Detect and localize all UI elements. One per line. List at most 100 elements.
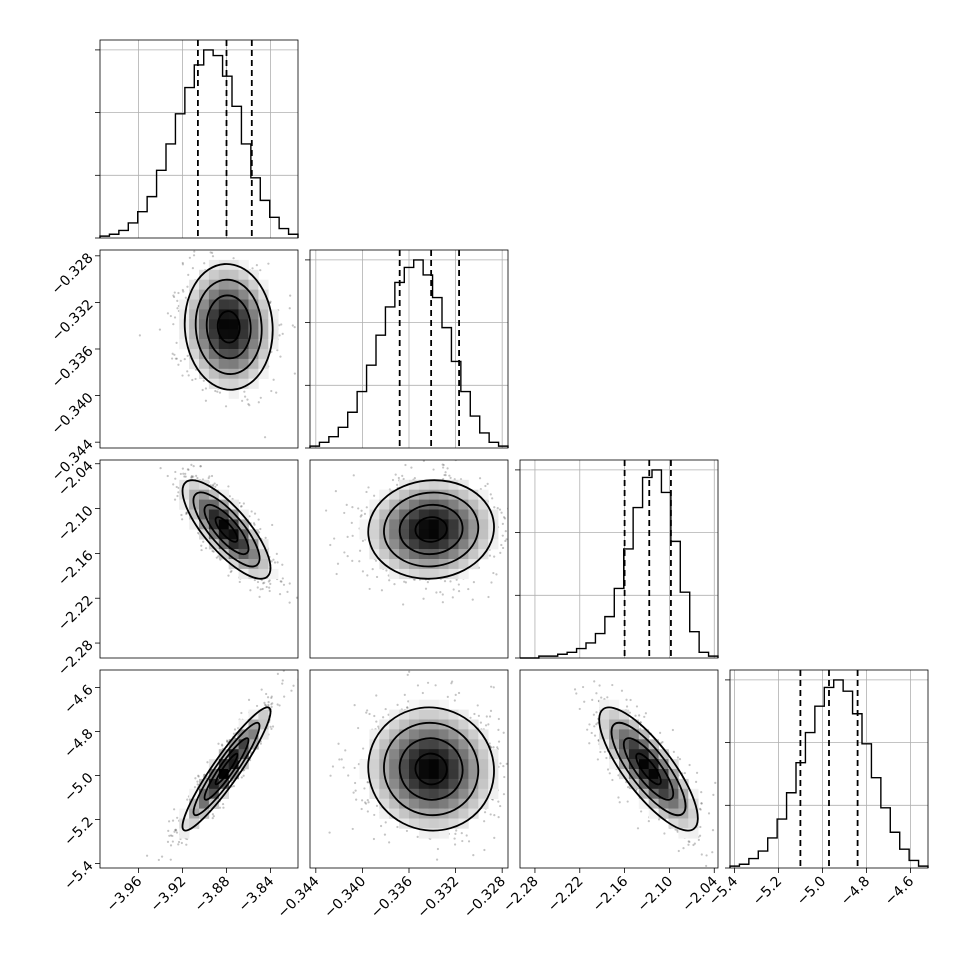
density-cell (458, 519, 469, 530)
density-cell (609, 759, 620, 770)
density-cell (458, 709, 469, 720)
joint-frame-p3-p2 (309, 459, 509, 659)
x-tick-label-p4-3: −4.8 (838, 874, 873, 909)
joint-panel-p3-p2 (309, 459, 509, 659)
x-tick-label-p2-3: −0.332 (414, 874, 462, 922)
density-cell (379, 719, 390, 730)
density-cell (199, 299, 210, 310)
density-cell (379, 509, 390, 520)
density-cell (468, 769, 479, 780)
density-cell (238, 319, 249, 330)
density-cell (628, 778, 640, 790)
density-cell (418, 559, 430, 570)
density-cell (189, 339, 200, 350)
density-cell (399, 769, 410, 780)
density-cell (438, 529, 449, 540)
density-cell (199, 309, 210, 320)
density-cell (208, 368, 220, 379)
density-cell (458, 769, 469, 780)
density-cell (248, 289, 259, 300)
density-cell (478, 759, 489, 770)
density-cell (189, 479, 200, 490)
density-cell (208, 529, 220, 540)
density-cell (428, 729, 439, 740)
contour-p4-p2-1 (398, 737, 464, 801)
density-cell (199, 519, 210, 530)
density-cell (448, 529, 459, 540)
density-cell (379, 778, 390, 790)
density-cell (228, 289, 239, 300)
density-cell (468, 549, 479, 560)
density-cell (418, 709, 430, 720)
density-cell (389, 739, 400, 750)
density-cell (418, 729, 430, 740)
density-cell (599, 719, 610, 730)
density-cell (258, 289, 269, 300)
density-cell (228, 358, 239, 370)
density-cell (258, 339, 269, 350)
histogram-p1 (99, 49, 299, 238)
density-cell (478, 739, 489, 750)
y-tick-label-p3-1: −2.22 (55, 593, 97, 635)
density-cell (379, 798, 390, 809)
density-cell (438, 769, 449, 780)
density-cell (199, 479, 210, 490)
density-cell (478, 778, 489, 790)
density-cell (409, 759, 420, 770)
joint-frame-p4-p3 (519, 669, 719, 869)
density-cell (399, 519, 410, 530)
density-cell (389, 729, 400, 740)
density-cell (228, 739, 239, 750)
contour-p3-p1-0 (214, 516, 239, 543)
density-cell (478, 749, 489, 760)
density-cell (258, 358, 269, 370)
density-cell (208, 299, 220, 310)
contour-p4-p2-0 (414, 752, 448, 786)
density-cell (458, 529, 469, 540)
density-cell (228, 529, 239, 540)
density-cell (438, 778, 449, 790)
density-cell (458, 719, 469, 730)
density-cell (399, 719, 410, 730)
x-tick-label-p3-2: −2.16 (590, 873, 632, 915)
y-tick-label-p2-3: −0.332 (49, 297, 97, 345)
density-cell (428, 559, 439, 570)
density-cell (228, 378, 239, 389)
density-cell (218, 349, 229, 360)
density-cell (428, 519, 439, 530)
density-cell (218, 509, 229, 520)
density-cell (448, 549, 459, 560)
density-cell (488, 749, 499, 760)
hist-panel-p1 (95, 39, 299, 239)
density-cell (228, 388, 239, 399)
hist-grid-p1 (100, 40, 298, 238)
density-cell (448, 788, 459, 799)
density-cell (238, 358, 249, 370)
density-cell (238, 269, 249, 280)
density-cell (428, 828, 439, 839)
density-cell (379, 539, 390, 550)
density-cell (448, 818, 459, 829)
density-cell (218, 259, 229, 271)
density-cell (409, 539, 420, 550)
density-cell (199, 279, 210, 290)
density-cell (438, 549, 449, 560)
density-cell (268, 568, 279, 580)
x-tick-label-p1-3: −3.84 (236, 873, 278, 915)
hist-frame-p3 (519, 459, 719, 659)
joint-panel-p4-p1: −5.4 −5.2 −5.0 −4.8 −4.6 (61, 669, 299, 893)
density-cell (448, 808, 459, 819)
density-cell (399, 739, 410, 750)
density-cell (359, 529, 370, 540)
density-cell (389, 509, 400, 520)
density-cell (688, 818, 699, 829)
density-cell (409, 709, 420, 720)
x-tick-label-p1-0: −3.96 (104, 873, 146, 915)
density-cell (208, 309, 220, 320)
y-tick-label-p2-1: −0.340 (49, 390, 97, 438)
density-cell (458, 509, 469, 520)
density-cell (189, 349, 200, 360)
density-cell (448, 559, 459, 570)
density-cell (438, 489, 449, 500)
density-cell (238, 378, 249, 389)
